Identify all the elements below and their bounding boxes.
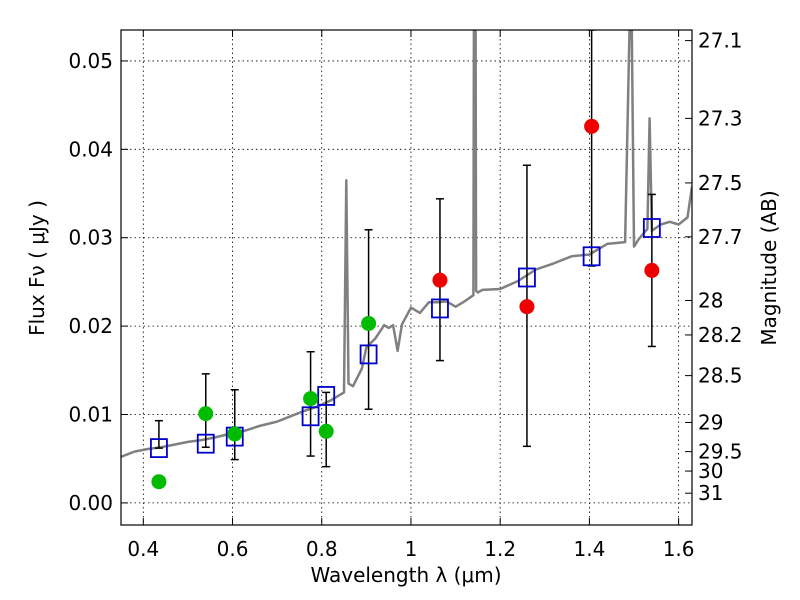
y-tick-label: 0.02 xyxy=(68,314,113,338)
magnitude-tick-label: 27.5 xyxy=(698,171,743,195)
model-photometry-square xyxy=(317,386,336,406)
nir-detection-point xyxy=(519,299,535,315)
optical-detection-point xyxy=(151,474,167,490)
nir-detection-point xyxy=(644,262,660,278)
magnitude-tick-label: 27.7 xyxy=(698,225,743,249)
magnitude-tick-label: 27.3 xyxy=(698,106,743,130)
y-tick-label: 0.05 xyxy=(68,49,113,73)
grid-layer xyxy=(121,30,692,525)
y-tick-label: 0.04 xyxy=(68,137,113,161)
model-photometry-square xyxy=(518,267,536,288)
model-photometry-square xyxy=(642,218,661,238)
right-axis-label: Magnitude (AB) xyxy=(757,190,781,345)
x-tick-label: 0.6 xyxy=(217,537,249,561)
y-tick-label: 0.00 xyxy=(68,491,113,515)
optical-detection-point xyxy=(227,426,243,442)
magnitude-tick-label: 31 xyxy=(698,481,723,505)
model-photometry-square xyxy=(359,344,378,365)
x-tick-label: 1.4 xyxy=(573,537,605,561)
x-tick-label: 0.8 xyxy=(306,537,338,561)
plot-layer xyxy=(121,30,692,490)
magnitude-tick-label: 27.1 xyxy=(698,29,743,53)
model-photometry-square xyxy=(196,433,215,454)
plot-frame xyxy=(120,29,693,526)
magnitude-tick-label: 30 xyxy=(698,459,723,483)
optical-detection-point xyxy=(198,406,214,422)
nir-detection-point xyxy=(432,272,448,288)
magnitude-tick-label: 28.2 xyxy=(698,323,743,347)
magnitude-tick-label: 28.5 xyxy=(698,364,743,388)
nir-detection-point xyxy=(584,118,600,134)
model-photometry-square xyxy=(582,246,601,267)
optical-detection-point xyxy=(303,391,319,407)
optical-detection-point xyxy=(361,315,377,331)
x-tick-label: 1.6 xyxy=(663,537,695,561)
tick-layer: 0.4 0.6 0.8 1 1.2 1.4 1.6 0.00 0.01 0.02 0.03 0.04 0… xyxy=(68,29,742,561)
magnitude-tick-label: 29 xyxy=(698,410,723,434)
x-tick-label: 1 xyxy=(405,537,418,561)
x-axis-label: Wavelength λ (μm) xyxy=(310,563,501,587)
x-tick-label: 0.4 xyxy=(127,537,159,561)
y-tick-label: 0.03 xyxy=(68,226,113,250)
model-photometry-square xyxy=(431,298,449,319)
model-photometry-square xyxy=(301,406,320,427)
x-tick-label: 1.2 xyxy=(484,537,516,561)
y-axis-label: Flux Fν ( μJy ) xyxy=(25,200,49,336)
magnitude-tick-label: 28 xyxy=(698,288,723,312)
y-tick-label: 0.01 xyxy=(68,403,113,427)
optical-detection-point xyxy=(318,423,334,439)
magnitude-tick-label: 29.5 xyxy=(698,440,743,464)
model-photometry-square xyxy=(150,438,168,458)
model-spectrum-line xyxy=(121,30,692,459)
